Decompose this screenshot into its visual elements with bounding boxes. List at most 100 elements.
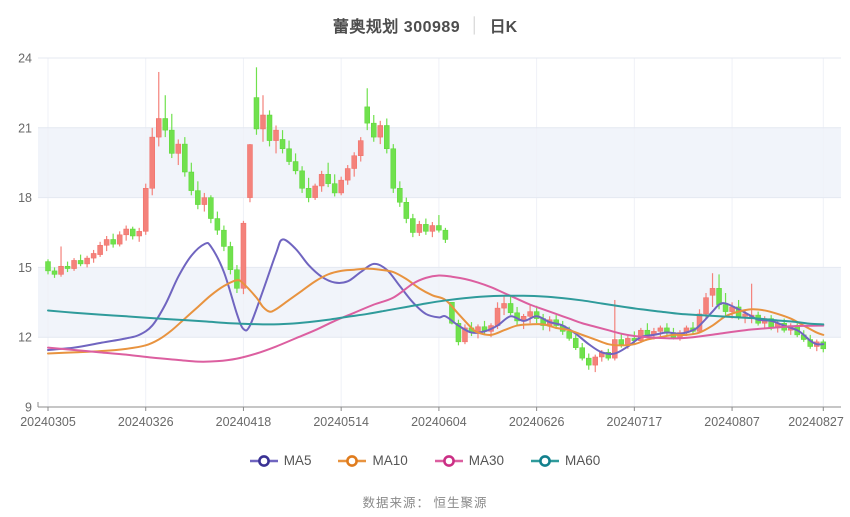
candle-body: [64, 265, 71, 269]
x-tick-20240807: 20240807: [704, 415, 760, 429]
candle-20240430[interactable]: [292, 153, 299, 175]
candle-20240410[interactable]: [201, 192, 208, 212]
candle-20240531[interactable]: [423, 218, 429, 235]
candle-20240530[interactable]: [416, 220, 423, 236]
candle-20240619[interactable]: [501, 296, 507, 316]
legend-item-ma60[interactable]: MA60: [531, 453, 600, 468]
candle-20240322[interactable]: [129, 226, 136, 240]
title-separator: │: [470, 16, 480, 34]
candle-20240403[interactable]: [182, 137, 188, 177]
kline-chart[interactable]: 24 21 18 15 12 9 20240305 20240326 20240418 20240…: [0, 0, 850, 435]
candle-20240507[interactable]: [305, 177, 312, 203]
candle-20240313[interactable]: [84, 255, 90, 268]
candle-20240510[interactable]: [325, 162, 331, 188]
candle-20240325[interactable]: [136, 227, 142, 242]
candle-20240802[interactable]: [709, 273, 716, 307]
candle-body: [384, 125, 390, 149]
candle-body: [292, 161, 299, 172]
candle-20240611[interactable]: [462, 324, 468, 345]
candle-20240429[interactable]: [286, 140, 292, 166]
candle-20240424[interactable]: [266, 110, 273, 147]
legend-item-ma5[interactable]: MA5: [249, 453, 311, 468]
candle-20240411[interactable]: [208, 195, 214, 224]
candle-20240604[interactable]: [436, 215, 442, 233]
candle-20240321[interactable]: [123, 225, 129, 241]
candle-20240312[interactable]: [77, 254, 84, 267]
candle-20240522[interactable]: [377, 120, 384, 145]
candle-20240508[interactable]: [312, 183, 318, 200]
candle-20240326[interactable]: [142, 183, 149, 235]
candle-20240329[interactable]: [162, 95, 169, 138]
candle-20240528[interactable]: [403, 197, 410, 224]
candle-20240515[interactable]: [344, 165, 351, 185]
candle-20240423[interactable]: [260, 95, 266, 142]
candle-20240509[interactable]: [318, 170, 325, 192]
legend-item-ma30[interactable]: MA30: [434, 453, 504, 468]
legend-item-ma10[interactable]: MA10: [338, 453, 408, 468]
x-tick-20240626: 20240626: [509, 415, 565, 429]
candle-20240402[interactable]: [175, 139, 182, 166]
candle-20240705[interactable]: [579, 343, 585, 361]
candle-20240527[interactable]: [397, 181, 403, 207]
candle-20240506[interactable]: [299, 166, 305, 193]
candle-20240417[interactable]: [234, 265, 240, 293]
candle-20240308[interactable]: [64, 261, 71, 273]
data-source-label: 数据来源：: [362, 496, 430, 510]
candle-20240416[interactable]: [227, 241, 234, 275]
candle-20240801[interactable]: [703, 292, 709, 319]
candle-20240419[interactable]: [247, 144, 253, 203]
candle-20240409[interactable]: [195, 181, 201, 210]
x-tick-20240326: 20240326: [118, 415, 174, 429]
candle-20240408[interactable]: [188, 162, 195, 196]
candle-20240306[interactable]: [51, 267, 58, 278]
candle-20240708[interactable]: [585, 353, 592, 370]
candle-20240524[interactable]: [390, 144, 397, 193]
data-source: 数据来源： 恒生聚源: [0, 492, 850, 511]
candle-20240311[interactable]: [71, 258, 77, 271]
candle-20240401[interactable]: [169, 113, 175, 159]
candle-body: [286, 148, 292, 162]
candle-20240806[interactable]: [722, 292, 729, 317]
candle-20240320[interactable]: [116, 231, 123, 247]
candle-20240607[interactable]: [455, 319, 462, 346]
candle-20240426[interactable]: [279, 130, 286, 154]
candle-20240709[interactable]: [592, 354, 599, 373]
candle-20240425[interactable]: [273, 125, 279, 154]
candle-20240603[interactable]: [429, 222, 436, 238]
candle-20240422[interactable]: [253, 67, 260, 135]
candle-body: [58, 265, 64, 275]
candle-20240625[interactable]: [527, 304, 533, 324]
candle-body: [240, 222, 247, 289]
candle-body: [442, 229, 449, 240]
candle-20240514[interactable]: [338, 176, 344, 196]
candle-20240328[interactable]: [156, 71, 162, 147]
candle-20240517[interactable]: [357, 137, 364, 162]
candle-20240314[interactable]: [90, 249, 97, 263]
candle-20240307[interactable]: [58, 246, 64, 277]
candle-20240516[interactable]: [351, 152, 357, 177]
candle-20240513[interactable]: [331, 174, 338, 197]
candle-20240415[interactable]: [221, 225, 227, 252]
candle-20240327[interactable]: [149, 127, 155, 196]
candle-20240723[interactable]: [657, 325, 664, 338]
candle-20240704[interactable]: [572, 334, 579, 350]
candle-20240315[interactable]: [97, 241, 103, 257]
candle-20240418[interactable]: [240, 220, 247, 295]
candle-20240605[interactable]: [442, 227, 449, 243]
candle-20240520[interactable]: [364, 88, 370, 131]
candle-20240827[interactable]: [820, 339, 827, 353]
candle-20240712[interactable]: [612, 299, 618, 361]
candle-20240318[interactable]: [103, 235, 110, 252]
candle-20240523[interactable]: [384, 118, 390, 154]
candle-20240319[interactable]: [110, 233, 116, 248]
candle-20240521[interactable]: [371, 115, 377, 142]
candle-body: [97, 245, 103, 255]
candle-20240412[interactable]: [214, 211, 221, 235]
candle-20240529[interactable]: [410, 213, 416, 238]
candle-20240626[interactable]: [533, 305, 540, 324]
x-tick-20240604: 20240604: [411, 415, 467, 429]
candle-20240620[interactable]: [507, 295, 514, 316]
candle-body: [175, 143, 182, 154]
candle-20240305[interactable]: [45, 259, 51, 275]
